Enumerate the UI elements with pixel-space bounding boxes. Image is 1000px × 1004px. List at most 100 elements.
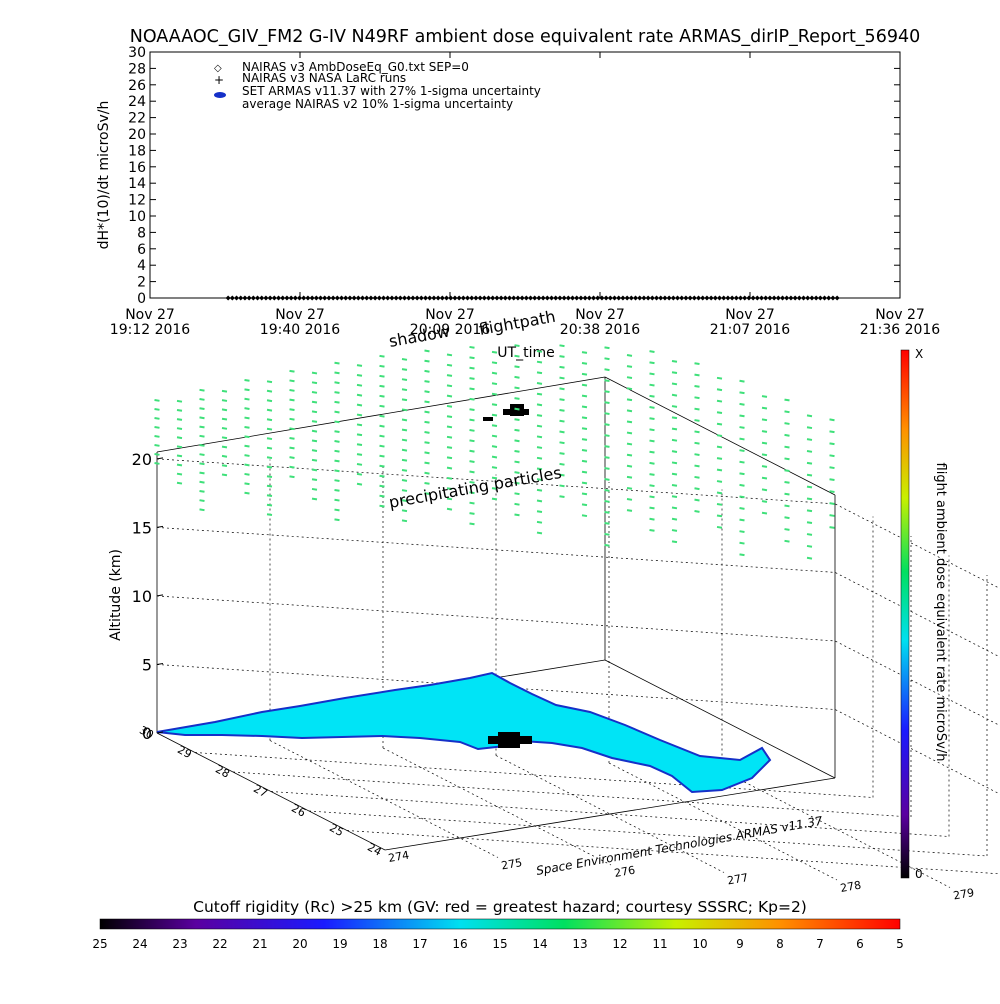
particle-marker bbox=[356, 403, 363, 407]
particle-marker bbox=[154, 399, 160, 402]
particle-marker bbox=[491, 434, 498, 438]
particle-marker bbox=[626, 420, 633, 424]
particle-marker bbox=[649, 417, 655, 421]
particle-marker bbox=[536, 350, 543, 353]
series-marker bbox=[473, 295, 479, 301]
series-marker bbox=[339, 295, 345, 301]
top-y-tick-label: 16 bbox=[128, 160, 146, 176]
particle-marker bbox=[514, 513, 520, 517]
particle-marker bbox=[784, 469, 790, 473]
series-marker bbox=[725, 295, 731, 301]
rigidity-tick-label: 18 bbox=[372, 937, 387, 951]
particle-marker bbox=[289, 369, 295, 373]
particle-marker bbox=[829, 514, 835, 517]
particle-marker bbox=[649, 484, 655, 488]
altitude-tick-label: 20 bbox=[132, 450, 152, 469]
particle-marker bbox=[334, 440, 340, 443]
top-legend: ◇ NAIRAS v3 AmbDoseEq_G0.txt SEP=0 + NAI… bbox=[214, 60, 541, 111]
altitude-tick-label: 5 bbox=[142, 655, 152, 674]
particle-marker bbox=[491, 392, 498, 396]
particle-marker bbox=[424, 492, 430, 495]
particle-marker bbox=[626, 464, 633, 468]
top-y-tick-label: 14 bbox=[128, 176, 146, 192]
particle-marker bbox=[581, 405, 588, 409]
series-marker bbox=[767, 295, 773, 301]
series-marker bbox=[532, 295, 538, 301]
particle-marker bbox=[761, 488, 768, 492]
particle-marker bbox=[176, 481, 183, 485]
dose-colorbar-min: 0 bbox=[915, 867, 923, 881]
series-marker bbox=[603, 295, 609, 301]
rigidity-colorbar-ticks: 25 24 23 22 21 20 19 18 17 16 15 14 13 12 11 10 9 8 7 6 5 bbox=[92, 937, 903, 951]
particle-marker bbox=[446, 415, 453, 419]
particle-marker bbox=[806, 533, 813, 536]
particle-marker bbox=[559, 376, 565, 380]
particle-marker bbox=[379, 404, 385, 408]
particle-marker bbox=[469, 408, 475, 412]
particle-marker bbox=[221, 389, 228, 393]
particle-marker bbox=[469, 429, 475, 432]
particle-marker bbox=[289, 446, 295, 450]
particle-marker bbox=[424, 380, 430, 383]
particle-marker bbox=[829, 478, 835, 482]
particle-marker bbox=[266, 408, 273, 412]
series-marker bbox=[754, 295, 760, 301]
series-marker bbox=[788, 295, 794, 301]
particle-marker bbox=[784, 410, 790, 414]
particle-marker bbox=[424, 349, 430, 353]
particle-marker bbox=[604, 434, 610, 437]
particle-marker bbox=[266, 494, 273, 498]
particle-marker bbox=[716, 445, 723, 449]
particle-marker bbox=[289, 465, 295, 469]
series-marker bbox=[826, 295, 832, 301]
longitude-axis: 274275276277278279280 bbox=[387, 849, 975, 903]
particle-marker bbox=[199, 480, 205, 484]
particle-marker bbox=[446, 456, 453, 460]
particle-marker bbox=[379, 464, 385, 468]
particle-marker bbox=[671, 416, 678, 420]
series-marker bbox=[355, 295, 361, 301]
latitude-tick-label: 28 bbox=[213, 763, 231, 781]
particle-marker bbox=[716, 434, 723, 437]
particle-marker bbox=[446, 404, 453, 408]
particle-marker bbox=[491, 466, 498, 469]
series-marker bbox=[591, 295, 597, 301]
particle-marker bbox=[334, 381, 340, 385]
particle-marker bbox=[806, 485, 813, 489]
particle-marker bbox=[626, 354, 633, 357]
particle-marker bbox=[176, 408, 183, 412]
particle-marker bbox=[334, 469, 340, 473]
floor-grid-line bbox=[346, 830, 1000, 875]
particle-marker bbox=[266, 437, 273, 441]
particle-marker bbox=[716, 411, 723, 415]
particle-marker bbox=[761, 500, 768, 503]
series-marker bbox=[372, 295, 378, 301]
particle-marker bbox=[311, 381, 318, 385]
series-marker bbox=[465, 295, 471, 301]
particle-marker bbox=[244, 472, 250, 476]
particle-marker bbox=[829, 430, 835, 434]
series-marker bbox=[389, 295, 395, 301]
particle-marker bbox=[221, 454, 228, 458]
particle-marker bbox=[671, 450, 678, 453]
particle-marker bbox=[199, 444, 205, 447]
series-marker bbox=[381, 295, 387, 301]
particle-marker bbox=[739, 460, 745, 464]
particle-marker bbox=[221, 408, 228, 412]
particle-marker bbox=[716, 525, 723, 529]
particle-marker bbox=[199, 462, 205, 466]
series-marker bbox=[494, 295, 500, 301]
particle-marker bbox=[806, 414, 813, 418]
particle-marker bbox=[761, 395, 768, 398]
rigidity-colorbar-title: Cutoff rigidity (Rc) >25 km (GV: red = g… bbox=[193, 898, 807, 916]
particle-marker bbox=[514, 502, 520, 506]
particle-marker bbox=[514, 418, 520, 422]
particle-marker bbox=[401, 368, 408, 371]
top-y-tick-label: 24 bbox=[128, 94, 146, 110]
rigidity-tick-label: 12 bbox=[612, 937, 627, 951]
rigidity-tick-label: 11 bbox=[652, 937, 667, 951]
wall-grid-line bbox=[156, 527, 1000, 658]
particle-marker bbox=[626, 486, 633, 490]
